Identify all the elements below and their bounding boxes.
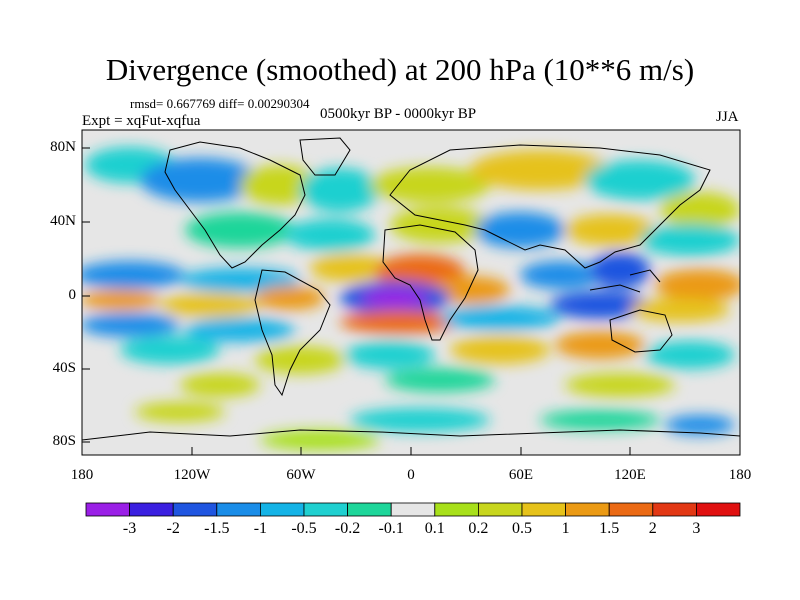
- period-label: 0500kyr BP - 0000kyr BP: [320, 106, 477, 122]
- colorbar-swatch: [521, 502, 566, 517]
- lat-label-40s: 40S: [52, 360, 76, 376]
- lat-label-80s: 80S: [52, 433, 76, 449]
- colorbar-label: -1.5: [204, 520, 230, 537]
- colorbar-label: 1.5: [599, 520, 620, 537]
- coast-africa: [382, 224, 479, 341]
- lat-label-80n: 80N: [50, 139, 76, 155]
- coast-south-america: [254, 269, 331, 397]
- coast-eurasia: [389, 144, 711, 269]
- colorbar-label: 0.2: [468, 520, 489, 537]
- experiment-label: Expt = xqFut-xqfua: [82, 113, 201, 129]
- colorbar-swatch: [129, 502, 174, 517]
- colorbar-label: -1: [253, 520, 268, 537]
- season-label: JJA: [716, 109, 739, 125]
- colorbar-label: 2: [648, 520, 657, 537]
- colorbar-label: 0.5: [512, 520, 532, 537]
- divergence-field: [82, 130, 740, 455]
- map-title: Divergence (smoothed) at 200 hPa (10**6 …: [105, 52, 695, 87]
- coastlines: [82, 137, 740, 441]
- lon-label-60w: 60W: [286, 467, 316, 483]
- colorbar-swatch: [608, 502, 654, 517]
- colorbar-label: -0.2: [334, 520, 361, 537]
- colorbar-label: -0.5: [291, 520, 317, 537]
- lat-label-40n: 40N: [50, 213, 76, 229]
- colorbar-swatch: [259, 502, 305, 517]
- axis-ticks: [81, 147, 741, 455]
- lon-label-60e: 60E: [508, 467, 534, 483]
- lon-label-180e: 180: [728, 467, 752, 483]
- coast-north-america: [164, 141, 306, 269]
- contour-blobs: [82, 147, 740, 450]
- colorbar-swatch: [565, 502, 610, 517]
- colorbar-swatch: [652, 502, 697, 517]
- coast-greenland: [299, 137, 351, 176]
- lon-label-120e: 120E: [614, 467, 646, 483]
- colorbar-label: 0.1: [424, 520, 445, 537]
- colorbar-swatch: [390, 502, 436, 517]
- lat-label-0: 0: [68, 287, 77, 303]
- colorbar-label: -3: [122, 520, 137, 537]
- colorbar-swatch: [216, 502, 261, 517]
- colorbar-swatch: [347, 502, 392, 517]
- lon-label-0: 0: [407, 467, 415, 483]
- colorbar-swatch: [434, 502, 479, 517]
- colorbar-swatch: [303, 502, 348, 517]
- colorbar: [85, 502, 741, 517]
- lon-label-120w: 120W: [173, 467, 211, 483]
- colorbar-label: 1: [561, 520, 570, 537]
- colorbar-label: -2: [166, 520, 180, 537]
- colorbar-swatch: [172, 502, 218, 517]
- colorbar-label: -0.1: [378, 520, 404, 537]
- colorbar-swatch: [477, 502, 523, 517]
- coast-maritime-continent: [589, 269, 661, 293]
- colorbar-swatch: [85, 502, 130, 517]
- stats-line: rmsd= 0.667769 diff= 0.00290304: [130, 96, 310, 111]
- colorbar-label: 3: [692, 520, 701, 537]
- coast-antarctica: [82, 429, 740, 441]
- colorbar-swatch: [696, 502, 741, 517]
- lon-label-180w: 180: [70, 467, 94, 483]
- coast-australia: [609, 309, 673, 353]
